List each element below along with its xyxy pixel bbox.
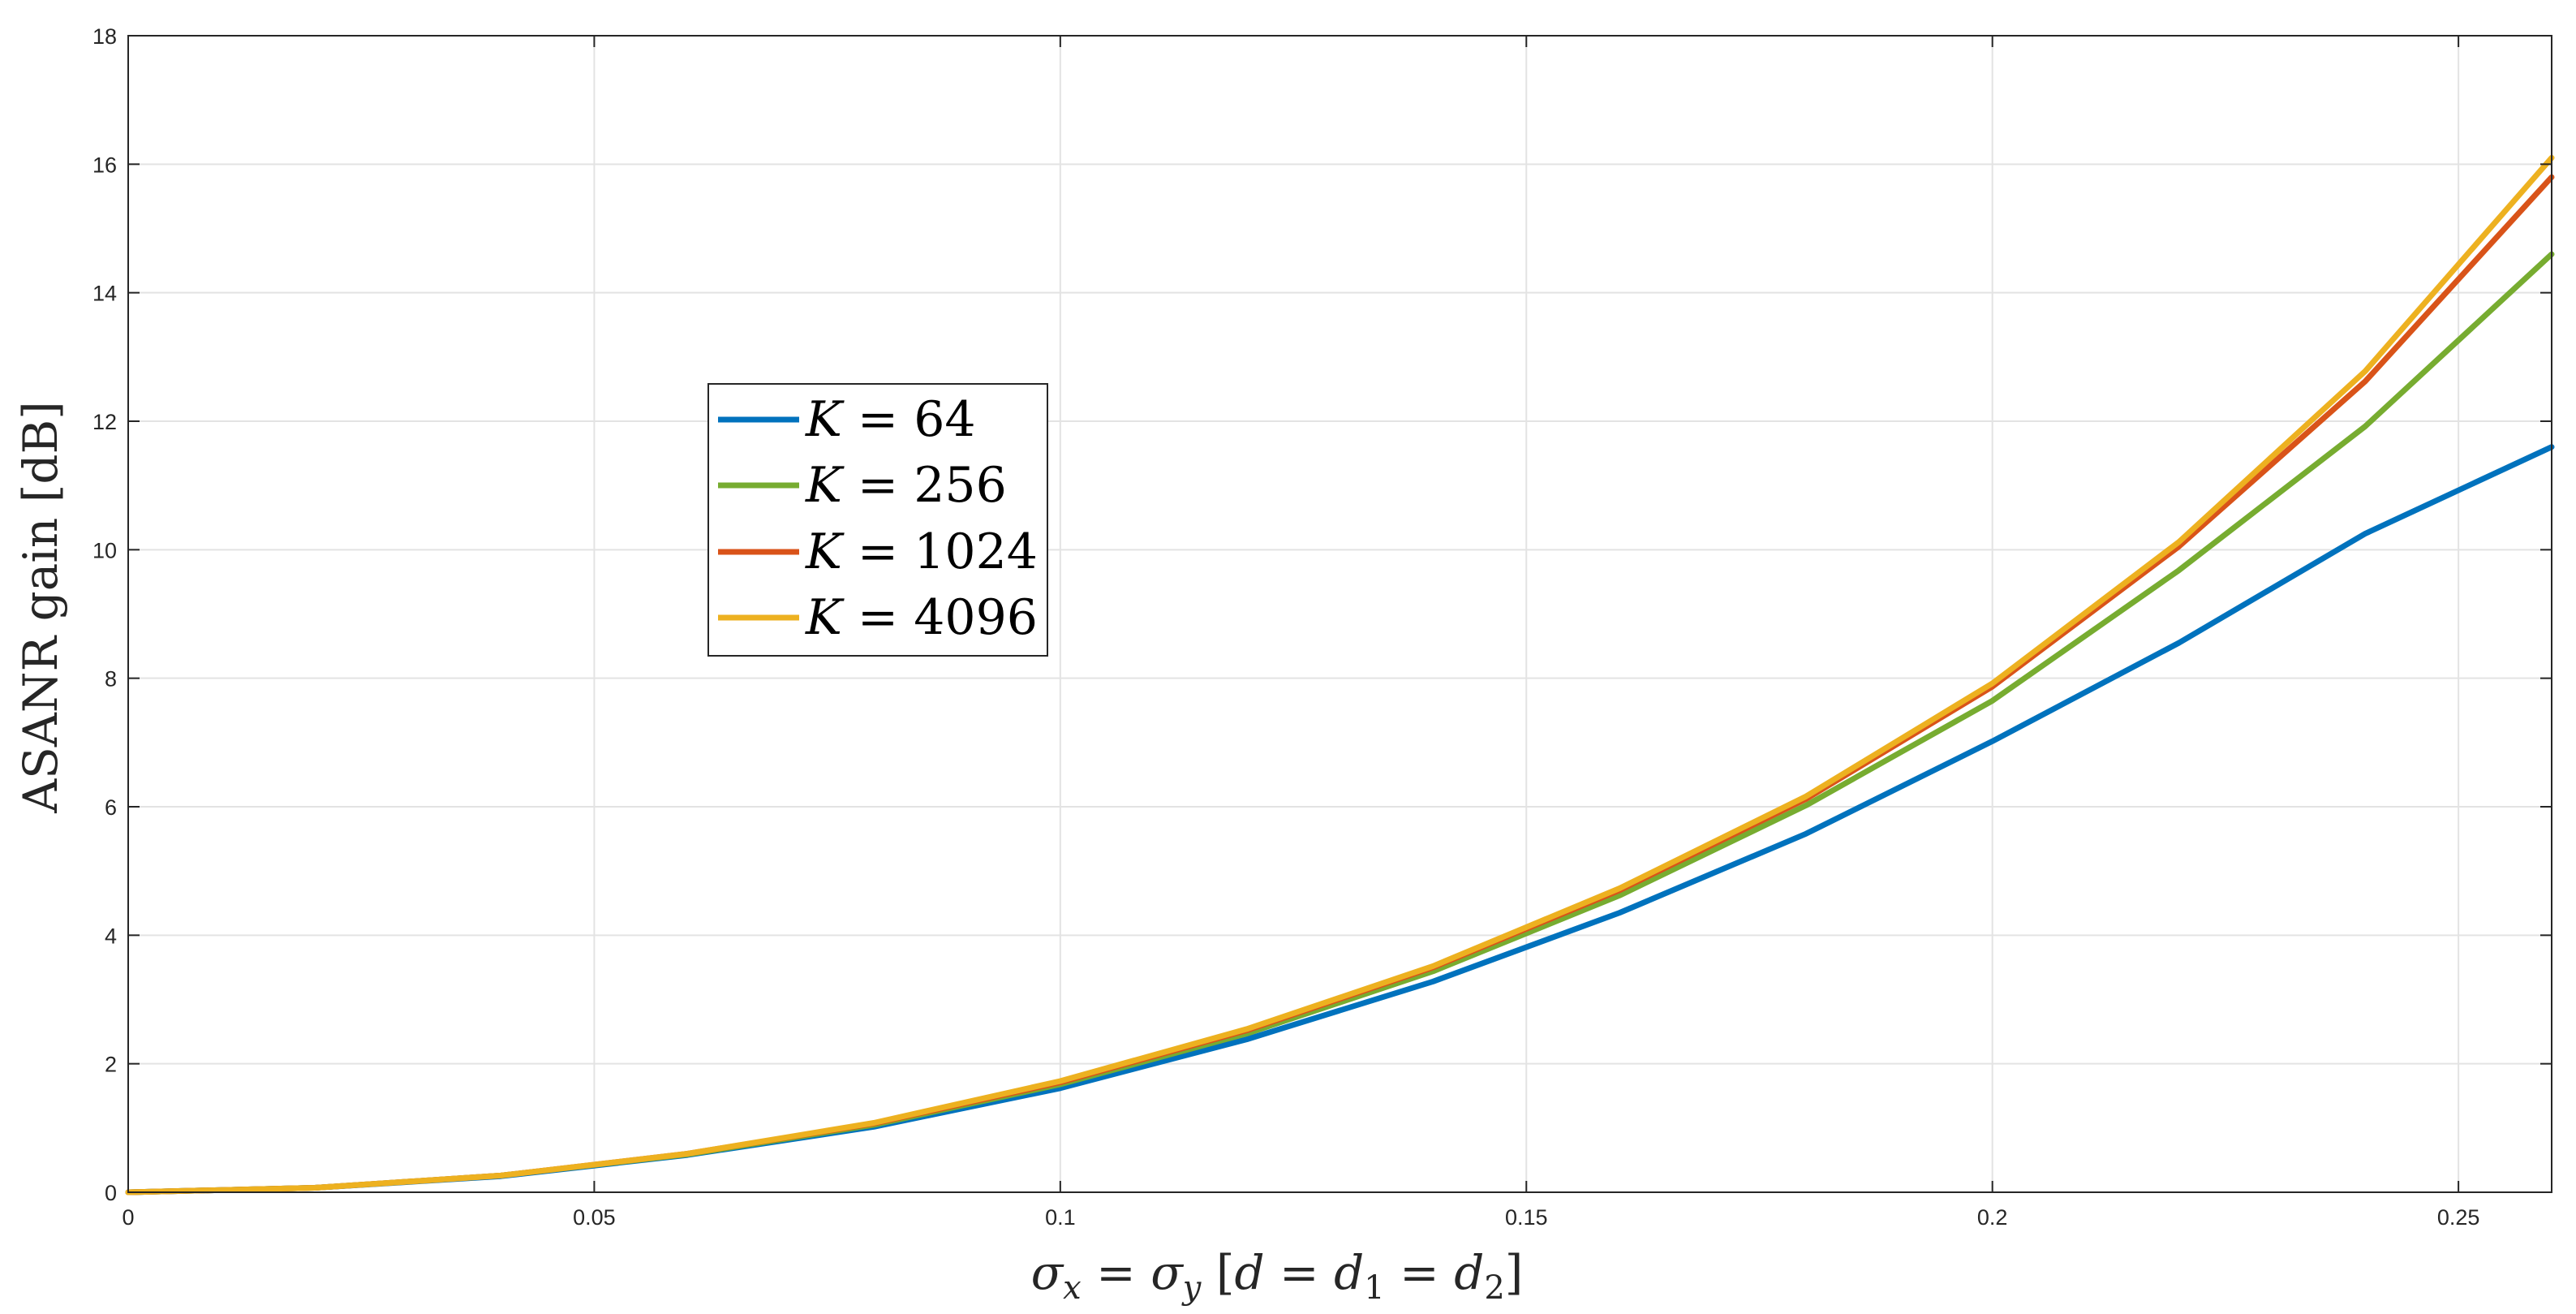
legend-value: 64 — [914, 391, 975, 448]
y-tick-label: 8 — [105, 667, 117, 691]
x-axis-title-sub-2: 2 — [1484, 1269, 1504, 1307]
grid — [128, 36, 2552, 1192]
x-tick-label: 0.25 — [2437, 1205, 2480, 1230]
legend-equals: = — [842, 391, 914, 448]
legend-var: K — [805, 457, 845, 514]
y-tick-label: 6 — [105, 795, 117, 820]
x-axis-title-bracket-close: ] — [1505, 1245, 1524, 1300]
x-axis-title-sub-y: y — [1181, 1269, 1202, 1307]
legend-label-4096: K = 4096 — [805, 589, 1038, 646]
legend-label-64: K = 64 — [805, 391, 976, 448]
y-axis-title: ASANR gain [dB] — [13, 401, 68, 813]
x-axis-title-sub-1: 1 — [1364, 1269, 1384, 1307]
x-axis-title-d2: d — [1454, 1245, 1484, 1300]
legend-var: K — [805, 391, 845, 448]
x-tick-label: 0.1 — [1045, 1205, 1076, 1230]
y-tick-label: 12 — [92, 410, 117, 434]
legend-var: K — [805, 523, 845, 580]
x-axis-title-eq2: = — [1265, 1245, 1334, 1300]
axis-ticks: 0 0.05 0.1 0.15 0.2 0.25 0 2 4 6 8 10 12 14 16 18 — [92, 24, 2552, 1230]
series-lines — [125, 154, 2555, 1196]
x-axis-title-eq: = — [1082, 1245, 1150, 1300]
x-axis-title-sub-x: x — [1063, 1269, 1082, 1307]
legend-equals: = — [842, 523, 914, 580]
x-tick-label: 0.15 — [1505, 1205, 1548, 1230]
y-tick-label: 18 — [92, 24, 117, 49]
legend-label-1024: K = 1024 — [805, 523, 1038, 580]
x-axis-title-sigma-y: σ — [1150, 1245, 1184, 1300]
x-axis-title-eq3: = — [1385, 1245, 1454, 1300]
x-axis-title-bracket-open: [ — [1201, 1245, 1234, 1300]
x-axis-title-sigma-x: σ — [1031, 1245, 1064, 1300]
x-tick-label: 0.05 — [573, 1205, 616, 1230]
y-tick-label: 14 — [92, 282, 117, 306]
y-tick-label: 16 — [92, 153, 117, 177]
legend-value: 1024 — [914, 523, 1038, 580]
legend-equals: = — [842, 457, 914, 514]
legend-equals: = — [842, 589, 914, 646]
legend-value: 4096 — [914, 589, 1038, 646]
legend-label-256: K = 256 — [805, 457, 1007, 514]
legend-value: 256 — [914, 457, 1007, 514]
y-tick-label: 0 — [105, 1181, 117, 1205]
legend-var: K — [805, 589, 845, 646]
legend-box — [707, 383, 1048, 657]
y-axis-title-text: ASANR gain [dB] — [13, 401, 68, 813]
series-line-4096 — [125, 154, 2555, 1196]
y-tick-label: 10 — [92, 538, 117, 562]
x-tick-label: 0.2 — [1977, 1205, 2008, 1230]
y-tick-label: 4 — [105, 924, 117, 948]
y-tick-label: 2 — [105, 1053, 117, 1077]
x-axis-title: σx = σy [d = d1 = d2] — [1031, 1245, 1524, 1307]
x-axis-title-d1: d — [1334, 1245, 1364, 1300]
plot-frame — [127, 35, 2552, 1193]
x-axis-title-d: d — [1234, 1245, 1264, 1300]
x-tick-label: 0 — [122, 1205, 134, 1230]
